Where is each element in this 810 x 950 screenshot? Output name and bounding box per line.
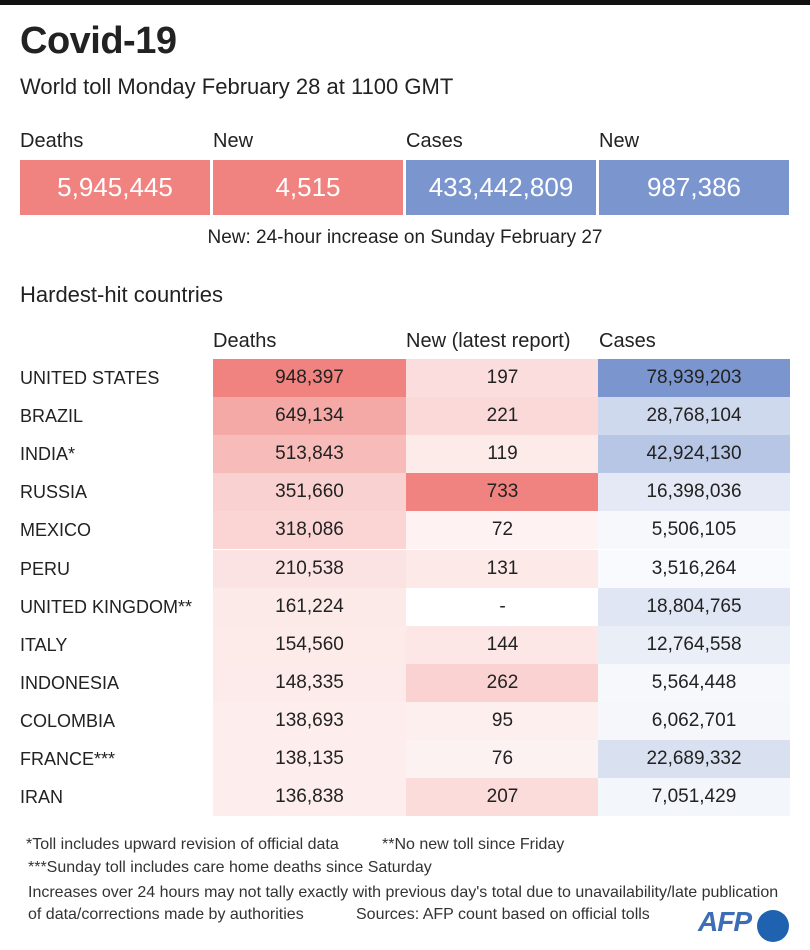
section-title: Hardest-hit countries [20, 282, 223, 307]
summary-label-new-deaths: New [213, 130, 254, 152]
cases-cell: 16,398,036 [598, 473, 790, 512]
country-name: BRAZIL [20, 406, 84, 427]
new-cell: 207 [406, 778, 599, 817]
deaths-cell: 210,538 [213, 549, 406, 588]
new-cell: 262 [406, 663, 599, 702]
cases-cell: 18,804,765 [598, 587, 790, 626]
country-name: INDIA* [20, 444, 76, 465]
cases-cell: 5,506,105 [598, 511, 790, 550]
afp-logo: AFP [698, 906, 752, 937]
summary-new-cases-value: 987,386 [599, 160, 789, 215]
deaths-cell: 513,843 [213, 435, 406, 474]
top-bar [0, 0, 810, 5]
country-name: PERU [20, 558, 71, 579]
cases-cell: 3,516,264 [598, 549, 790, 588]
footnote-2: **No new toll since Friday [382, 836, 565, 853]
table-row: FRANCE*** 138,135 76 22,689,332 [20, 740, 790, 778]
deaths-cell: 138,135 [213, 740, 406, 778]
deaths-cell: 649,134 [213, 397, 406, 436]
new-cell: 131 [406, 549, 599, 588]
country-name: ITALY [20, 634, 68, 655]
footnote-5: of data/corrections made by authorities [28, 906, 304, 923]
table-row: ITALY 154,560 144 12,764,558 [20, 625, 790, 664]
deaths-cell: 154,560 [213, 625, 406, 664]
summary-new-deaths-value: 4,515 [213, 160, 403, 215]
summary-label-new-cases: New [599, 130, 640, 152]
cases-cell: 5,564,448 [598, 663, 790, 702]
table-row: INDONESIA 148,335 262 5,564,448 [20, 663, 790, 702]
table-row: BRAZIL 649,134 221 28,768,104 [20, 397, 790, 436]
country-name: RUSSIA [20, 482, 88, 503]
table-row: RUSSIA 351,660 733 16,398,036 [20, 473, 790, 512]
country-name: FRANCE*** [20, 749, 116, 769]
cases-cell: 22,689,332 [598, 740, 790, 778]
cases-cell: 7,051,429 [598, 778, 790, 817]
cases-cell: 6,062,701 [598, 701, 790, 740]
table-row: MEXICO 318,086 72 5,506,105 [20, 511, 790, 550]
deaths-cell: 351,660 [213, 473, 406, 512]
table-row: PERU 210,538 131 3,516,264 [20, 549, 790, 588]
sources: Sources: AFP count based on official tol… [356, 906, 650, 923]
afp-logo-circle [757, 910, 789, 942]
country-name: UNITED STATES [20, 368, 160, 388]
country-name: COLOMBIA [20, 710, 116, 731]
deaths-cell: 948,397 [213, 359, 406, 397]
table-row: COLOMBIA 138,693 95 6,062,701 [20, 701, 790, 740]
new-cell: 221 [406, 397, 599, 436]
footnote-3: ***Sunday toll includes care home deaths… [28, 859, 432, 876]
cases-cell: 78,939,203 [598, 359, 790, 397]
deaths-cell: 148,335 [213, 663, 406, 702]
summary-label-cases: Cases [406, 130, 463, 152]
new-cell: 72 [406, 511, 599, 550]
new-cell: 733 [406, 473, 599, 512]
deaths-cell: 138,693 [213, 701, 406, 740]
column-header-new: New (latest report) [406, 330, 571, 352]
footnote-1: *Toll includes upward revision of offici… [26, 836, 339, 853]
country-name: UNITED KINGDOM** [20, 596, 193, 617]
new-cell: 197 [406, 359, 599, 397]
cases-cell: 12,764,558 [598, 625, 790, 664]
table-row: UNITED KINGDOM** 161,224-18,804,765 [20, 587, 790, 626]
new-cell: - [406, 587, 599, 626]
deaths-cell: 318,086 [213, 511, 406, 550]
new-cell: 95 [406, 701, 599, 740]
subtitle: World toll Monday February 28 at 1100 GM… [20, 74, 454, 99]
footnote-4: Increases over 24 hours may not tally ex… [28, 884, 779, 901]
cases-cell: 42,924,130 [598, 435, 790, 474]
new-cell: 144 [406, 625, 599, 664]
summary-note: New: 24-hour increase on Sunday February… [207, 227, 603, 248]
column-header-deaths: Deaths [213, 330, 277, 352]
summary-cases-value: 433,442,809 [406, 160, 596, 215]
page-title: Covid-19 [20, 20, 177, 62]
summary-label-deaths: Deaths [20, 130, 84, 152]
column-header-cases: Cases [599, 330, 656, 352]
table-row: INDIA* 513,843 119 42,924,130 [20, 435, 790, 474]
country-name: MEXICO [20, 520, 92, 541]
deaths-cell: 136,838 [213, 778, 406, 817]
country-name: IRAN [20, 787, 64, 808]
country-name: INDONESIA [20, 672, 120, 693]
deaths-cell: 161,224 [213, 587, 406, 626]
summary-deaths-value: 5,945,445 [20, 160, 210, 215]
cases-cell: 28,768,104 [598, 397, 790, 436]
table-row: IRAN 136,838 207 7,051,429 [20, 778, 790, 817]
table-row: UNITED STATES 948,397 197 78,939,203 [20, 359, 790, 397]
new-cell: 76 [406, 740, 599, 778]
new-cell: 119 [406, 435, 599, 474]
